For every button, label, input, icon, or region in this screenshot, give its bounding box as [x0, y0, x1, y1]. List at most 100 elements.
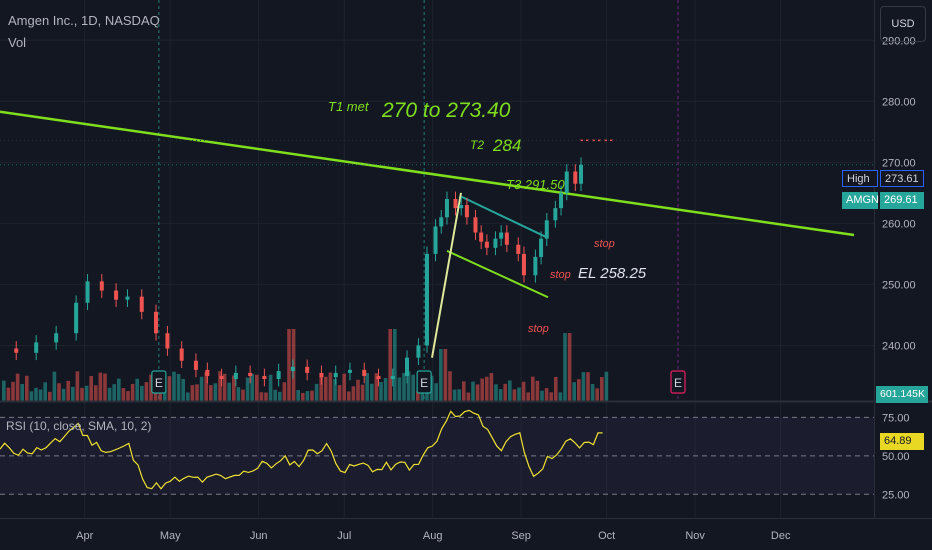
- candle-body: [453, 198, 458, 209]
- volume-bar: [466, 392, 471, 401]
- volume-bar: [544, 388, 549, 401]
- volume-bar: [397, 377, 402, 401]
- candle-body: [319, 372, 324, 378]
- volume-bar: [176, 374, 181, 401]
- candle-body: [362, 369, 367, 376]
- volume-bar: [117, 378, 121, 401]
- volume-bar: [135, 378, 139, 401]
- volume-bar: [328, 372, 333, 401]
- volume-bar: [356, 379, 360, 401]
- volume-bar: [439, 349, 443, 401]
- trendline: [0, 110, 855, 237]
- volume-bar: [94, 385, 98, 401]
- stop-label: stop: [594, 238, 615, 250]
- volume-bar: [181, 378, 185, 401]
- volume-bar: [558, 392, 563, 401]
- grid-lines: [0, 0, 874, 518]
- price-tick-label: 280.00: [882, 96, 916, 108]
- last-price-tag: 269.61: [880, 192, 924, 209]
- volume-bar: [57, 383, 61, 401]
- high-value-tag: 273.61: [880, 170, 924, 187]
- time-tick-label: Dec: [771, 530, 791, 542]
- volume-bar: [508, 380, 512, 401]
- volume-bar: [443, 349, 448, 401]
- volume-bar: [209, 385, 213, 401]
- rsi-pane: [0, 409, 874, 495]
- volume-bar: [213, 383, 218, 401]
- entry-label: EL 258.25: [578, 265, 647, 282]
- volume-bar: [186, 392, 190, 401]
- candle-body: [416, 345, 421, 358]
- volume-bar: [512, 389, 517, 401]
- candle-body: [504, 232, 509, 245]
- volume-bar: [195, 384, 199, 401]
- volume-bar: [590, 383, 595, 401]
- volume-bar: [218, 371, 222, 401]
- volume-bar: [305, 391, 310, 401]
- volume-bar: [337, 385, 342, 401]
- t3-label: T3 291.50: [506, 177, 565, 192]
- candle-body: [34, 342, 39, 353]
- volume-bar: [324, 376, 328, 401]
- volume-bar: [370, 383, 374, 401]
- candle-body: [459, 205, 464, 209]
- currency-button[interactable]: USD: [880, 6, 926, 42]
- candle-body: [493, 238, 498, 248]
- candle-body: [544, 220, 549, 239]
- volume-bar: [586, 372, 590, 401]
- volume-bar: [6, 387, 11, 401]
- volume-bar: [98, 372, 103, 401]
- symbol-title[interactable]: Amgen Inc., 1D, NASDAQ: [8, 13, 160, 28]
- volume-bar: [84, 385, 89, 401]
- candle-body: [473, 217, 478, 233]
- earnings-marker: [151, 370, 167, 394]
- price-tick-label: 250.00: [882, 279, 916, 291]
- volume-bar: [333, 378, 337, 401]
- candle-body: [248, 372, 253, 376]
- candle-body: [573, 171, 578, 184]
- volume-bar: [103, 373, 107, 401]
- volume-bar: [255, 374, 259, 401]
- rsi-legend[interactable]: RSI (10, close, SMA, 10, 2): [6, 419, 152, 433]
- volume-bar: [517, 387, 521, 401]
- volume-bar: [29, 391, 34, 401]
- volume-bar: [480, 378, 484, 401]
- candle-body: [74, 302, 79, 334]
- earnings-marker-label: E: [674, 376, 682, 390]
- volume-bar: [319, 376, 323, 401]
- volume-bar: [393, 329, 397, 401]
- volume-legend[interactable]: Vol: [8, 35, 27, 50]
- candle-body: [424, 253, 429, 346]
- candle-body: [516, 244, 521, 254]
- volume-bar: [471, 381, 475, 401]
- volume-bar: [411, 374, 415, 401]
- volume-bar: [521, 381, 526, 401]
- volume-bar: [485, 376, 489, 401]
- volume-bar: [121, 388, 126, 401]
- volume-bar: [130, 383, 135, 401]
- earnings-marker-label: E: [155, 376, 163, 390]
- volume-bar: [291, 329, 296, 401]
- candle-body: [564, 171, 569, 193]
- volume-bar: [531, 376, 535, 401]
- volume-bar: [190, 385, 195, 401]
- volume-bar: [457, 389, 461, 401]
- rsi-value-tag: 64.89: [880, 433, 924, 450]
- volume-bar: [402, 372, 406, 401]
- candle-body: [479, 232, 484, 242]
- candle-body: [376, 375, 381, 380]
- candle-body: [233, 372, 238, 380]
- earnings-marker-label: E: [420, 376, 428, 390]
- candle-body: [276, 371, 281, 380]
- volume-bar: [38, 389, 43, 401]
- volume-bar: [43, 382, 47, 401]
- flag-lower-line: [446, 249, 549, 299]
- volume-bar: [365, 373, 369, 401]
- volume-bar: [232, 375, 236, 401]
- candle-body: [219, 375, 224, 380]
- candle-body: [553, 208, 558, 221]
- rsi-line: [0, 409, 603, 490]
